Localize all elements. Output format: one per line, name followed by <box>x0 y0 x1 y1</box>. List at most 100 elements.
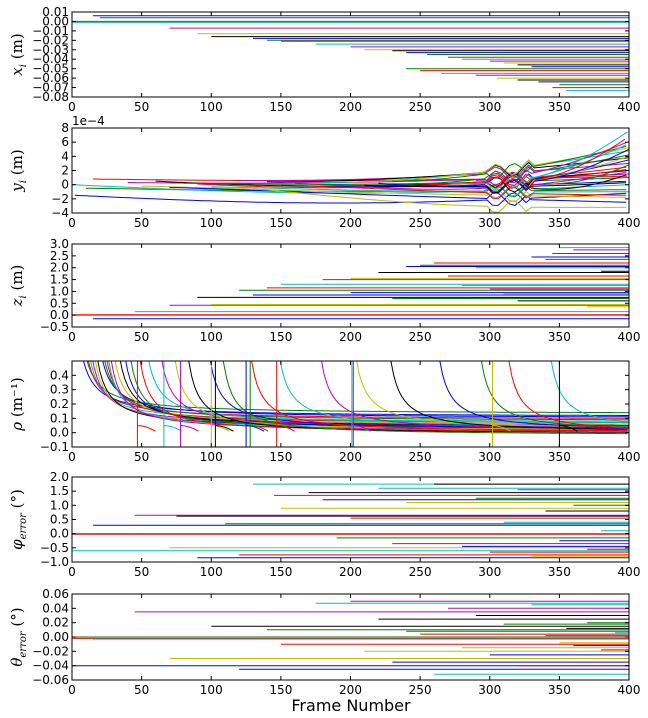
y-axis-label: yi (m) <box>8 149 29 192</box>
x-tick-label: 250 <box>409 683 432 697</box>
x-tick-label: 100 <box>200 100 223 114</box>
x-tick-label: 300 <box>478 450 501 464</box>
spike-line <box>180 361 199 447</box>
x-tick-label: 200 <box>339 330 362 344</box>
y-tick-label: −0.07 <box>32 81 69 95</box>
x-tick-label: 50 <box>134 683 149 697</box>
x-tick-label: 400 <box>618 683 641 697</box>
x-tick-label: 200 <box>339 565 362 579</box>
series-line <box>294 154 629 186</box>
y-tick-label: 0.0 <box>50 426 69 440</box>
y-tick-label: 0.3 <box>50 383 69 397</box>
series-line <box>211 185 629 199</box>
series-line <box>364 179 627 194</box>
y-tick-label: 0.5 <box>50 513 69 527</box>
series-line <box>252 188 627 213</box>
x-tick-label: 100 <box>200 450 223 464</box>
y-tick-label: 0.00 <box>42 14 69 28</box>
x-tick-label: 400 <box>618 450 641 464</box>
series-line <box>251 361 628 432</box>
x-tick-label: 250 <box>409 216 432 230</box>
x-tick-label: 200 <box>339 100 362 114</box>
series-group <box>72 131 629 213</box>
subplot-theta: 0 50 100 150 200 250 300 350 400−0.06−0.04−0.020… <box>8 587 640 697</box>
y-tick-label: 6 <box>61 135 69 149</box>
y-tick-label: 0.5 <box>50 296 69 310</box>
x-tick-label: 100 <box>200 565 223 579</box>
y-tick-label: 0.4 <box>50 368 69 382</box>
series-line <box>139 361 628 432</box>
y-tick-label: 0.00 <box>42 630 69 644</box>
y-tick-label: −0.08 <box>32 90 69 104</box>
spike-line <box>214 361 234 447</box>
y-tick-label: 4 <box>61 149 69 163</box>
x-tick-label: 0 <box>68 683 76 697</box>
series-line <box>489 155 629 191</box>
x-tick-label: 50 <box>134 565 149 579</box>
series-line <box>336 171 627 194</box>
x-tick-label: 300 <box>478 100 501 114</box>
series-line <box>104 361 629 421</box>
series-line <box>266 157 629 183</box>
series-line <box>475 142 627 184</box>
series-line <box>510 131 628 188</box>
y-tick-label: −0.02 <box>32 644 69 658</box>
y-tick-label: 0 <box>61 178 69 192</box>
y-tick-label: −0.5 <box>40 320 69 334</box>
y-tick-label: 2.0 <box>50 470 69 484</box>
series-group <box>72 600 629 675</box>
series-line <box>169 187 627 206</box>
x-tick-label: 300 <box>478 330 501 344</box>
y-tick-label: 0.1 <box>50 411 69 425</box>
x-tick-label: 100 <box>200 683 223 697</box>
x-tick-label: 150 <box>269 450 292 464</box>
x-tick-label: 350 <box>548 330 571 344</box>
y-tick-label: 0.02 <box>42 616 69 630</box>
y-tick-label: −0.02 <box>32 33 69 47</box>
y-axis-label: ρ (m⁻¹) <box>8 377 26 431</box>
x-tick-label: 0 <box>68 330 76 344</box>
series-line <box>545 164 629 185</box>
x-tick-label: 250 <box>409 100 432 114</box>
y-tick-label: 2.0 <box>50 261 69 275</box>
y-tick-label: −0.06 <box>32 71 69 85</box>
x-tick-label: 400 <box>618 330 641 344</box>
spike-line <box>492 361 511 447</box>
x-tick-label: 250 <box>409 565 432 579</box>
y-tick-label: −0.06 <box>32 673 69 687</box>
x-tick-label: 150 <box>269 683 292 697</box>
spike-line <box>136 361 156 447</box>
x-tick-label: 0 <box>68 216 76 230</box>
subplot-z: 0 50 100 150 200 250 300 350 400 −0.50.00.51.01.5… <box>8 237 640 344</box>
x-tick-label: 400 <box>618 100 641 114</box>
spike-line <box>276 361 295 447</box>
x-tick-label: 50 <box>134 450 149 464</box>
series-line <box>183 174 629 189</box>
series-line <box>517 148 629 189</box>
y-tick-label: 1.0 <box>50 284 69 298</box>
x-tick-label: 150 <box>269 216 292 230</box>
y-tick-label: 0.01 <box>42 5 69 19</box>
x-tick-label: 350 <box>548 216 571 230</box>
x-tick-label: 300 <box>478 683 501 697</box>
y-tick-label: 8 <box>61 121 69 135</box>
y-tick-label: 3.0 <box>50 237 69 251</box>
x-tick-label: 250 <box>409 450 432 464</box>
y-tick-label: 0.0 <box>50 527 69 541</box>
y-tick-label: 2 <box>61 164 69 178</box>
y-tick-label: 1.0 <box>50 498 69 512</box>
y-tick-label: 0.04 <box>42 601 69 615</box>
series-group <box>82 361 629 447</box>
y-tick-label: 0.06 <box>42 587 69 601</box>
series-group <box>72 15 629 91</box>
y-tick-label: 0.0 <box>50 308 69 322</box>
x-tick-label: 400 <box>618 216 641 230</box>
x-tick-label: 400 <box>618 565 641 579</box>
x-tick-label: 150 <box>269 100 292 114</box>
x-axis-label: Frame Number <box>291 696 411 715</box>
y-tick-label: −4 <box>51 206 69 220</box>
y-tick-label: −1.0 <box>40 555 69 569</box>
series-line <box>74 192 627 206</box>
x-tick-label: 300 <box>478 216 501 230</box>
